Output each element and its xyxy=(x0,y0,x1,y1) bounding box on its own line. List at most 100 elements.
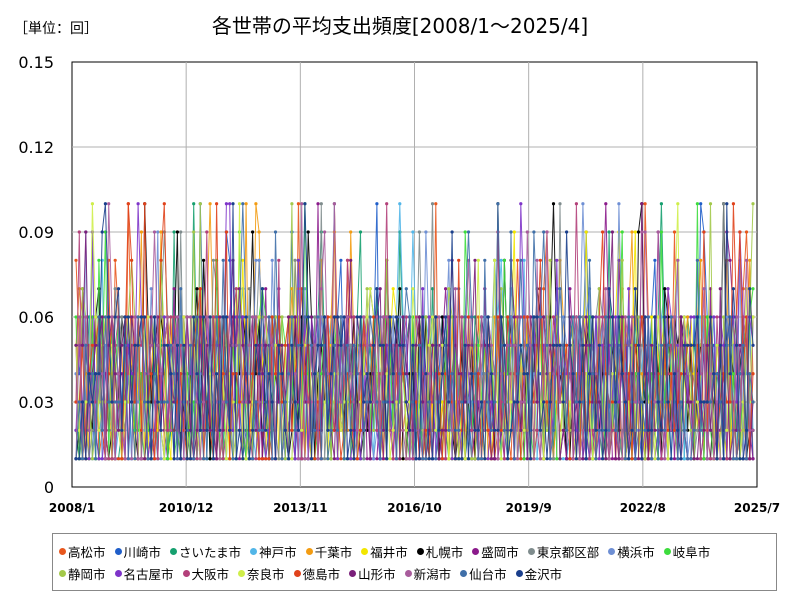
data-point xyxy=(77,428,81,432)
data-point xyxy=(591,372,595,376)
data-point xyxy=(607,287,611,291)
data-point xyxy=(594,372,598,376)
data-point xyxy=(421,400,425,404)
data-point xyxy=(221,372,225,376)
data-point xyxy=(463,400,467,404)
data-point xyxy=(280,457,284,461)
data-point xyxy=(264,428,268,432)
data-point xyxy=(650,315,654,319)
data-point xyxy=(568,343,572,347)
data-point xyxy=(339,343,343,347)
data-point xyxy=(159,372,163,376)
data-point xyxy=(270,258,274,262)
data-point xyxy=(551,457,556,461)
data-point xyxy=(365,372,369,376)
data-point xyxy=(309,343,314,347)
legend-marker-icon xyxy=(472,547,480,555)
data-point xyxy=(581,202,585,206)
data-point xyxy=(646,428,650,432)
data-point xyxy=(120,457,124,461)
data-point xyxy=(296,428,300,432)
data-point xyxy=(113,287,117,291)
data-point xyxy=(427,400,431,404)
data-point xyxy=(581,343,585,347)
data-point xyxy=(198,428,202,432)
data-point xyxy=(633,230,637,234)
data-point xyxy=(296,457,300,461)
data-point xyxy=(316,343,320,347)
data-point xyxy=(676,457,680,461)
data-point xyxy=(404,428,408,432)
data-point xyxy=(735,315,739,319)
data-point xyxy=(705,343,709,347)
data-point xyxy=(450,457,454,461)
data-point xyxy=(695,202,700,206)
data-point xyxy=(525,315,529,319)
legend-entry: 神戸市 xyxy=(250,540,297,562)
data-point xyxy=(332,457,336,461)
legend-marker-icon xyxy=(238,569,246,577)
data-point xyxy=(610,230,615,234)
data-point xyxy=(623,315,628,319)
data-point xyxy=(489,372,493,376)
data-point xyxy=(146,315,150,319)
data-point xyxy=(659,202,664,206)
data-point xyxy=(499,315,503,319)
data-point xyxy=(457,372,461,376)
data-point xyxy=(192,457,196,461)
legend-marker-icon xyxy=(182,569,190,577)
data-point xyxy=(303,457,307,461)
data-point xyxy=(394,400,399,404)
data-point xyxy=(100,230,104,234)
data-point xyxy=(666,457,670,461)
data-point xyxy=(515,457,520,461)
legend-entry: さいたま市 xyxy=(170,540,241,562)
data-point xyxy=(355,428,359,432)
data-point xyxy=(401,315,405,319)
data-point xyxy=(208,372,212,376)
data-point xyxy=(94,457,98,461)
data-point xyxy=(470,428,474,432)
series-lines xyxy=(74,202,755,461)
data-point xyxy=(479,457,484,461)
data-point xyxy=(604,457,608,461)
data-point xyxy=(515,258,520,262)
data-point xyxy=(159,258,163,262)
data-point xyxy=(620,258,624,262)
data-point xyxy=(136,202,140,206)
data-point xyxy=(672,315,677,319)
data-point xyxy=(139,315,143,319)
data-point xyxy=(126,315,130,319)
data-point xyxy=(313,457,317,461)
data-point xyxy=(273,457,278,461)
data-point xyxy=(375,287,379,291)
data-point xyxy=(715,343,719,347)
data-point xyxy=(728,372,732,376)
data-point xyxy=(77,457,81,461)
data-point xyxy=(610,428,615,432)
data-point xyxy=(748,457,752,461)
data-point xyxy=(175,457,179,461)
data-point xyxy=(251,457,255,461)
data-point xyxy=(254,400,258,404)
data-point xyxy=(293,315,297,319)
data-point xyxy=(391,315,395,319)
data-point xyxy=(434,457,438,461)
data-point xyxy=(352,400,356,404)
data-point xyxy=(332,315,336,319)
legend-label: 東京都区部 xyxy=(536,544,600,560)
data-point xyxy=(437,372,441,376)
data-point xyxy=(440,343,444,347)
data-point xyxy=(247,343,251,347)
data-point xyxy=(476,428,480,432)
legend-label: 金沢市 xyxy=(524,566,563,582)
data-point xyxy=(453,287,457,291)
data-point xyxy=(702,428,706,432)
data-point xyxy=(444,287,448,291)
data-point xyxy=(149,372,153,376)
data-point xyxy=(270,400,274,404)
data-point xyxy=(241,457,245,461)
data-point xyxy=(273,343,278,347)
data-point xyxy=(257,372,261,376)
data-point xyxy=(509,400,513,404)
